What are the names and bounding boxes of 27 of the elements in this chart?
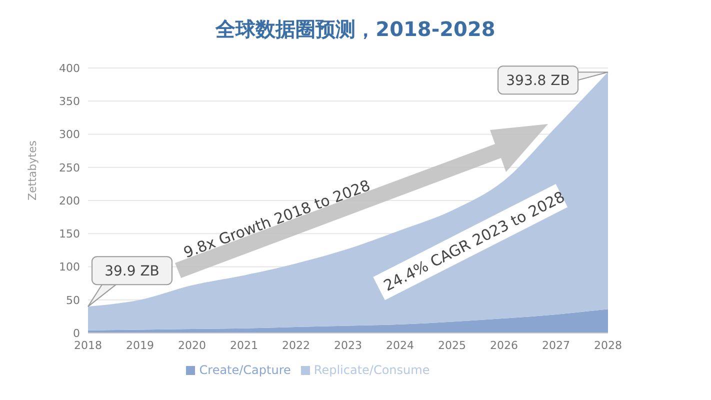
annotation: 39.9 ZB: [104, 264, 160, 280]
y-axis-title: Zettabytes: [26, 140, 39, 200]
x-tick-label: 2018: [74, 338, 102, 352]
y-tick-label: 100: [59, 260, 80, 274]
legend-label: Create/Capture: [199, 363, 291, 377]
x-tick-label: 2021: [230, 338, 258, 352]
x-tick-label: 2023: [334, 338, 362, 352]
y-tick-label: 200: [59, 194, 80, 208]
y-tick-label: 250: [59, 161, 80, 174]
x-tick-label: 2024: [386, 338, 414, 352]
y-tick-label: 300: [59, 128, 80, 142]
chart-title: 全球数据圈预测，2018-2028: [214, 16, 496, 43]
y-tick-label: 150: [59, 228, 80, 241]
x-tick-label: 2019: [126, 338, 154, 352]
annotation: 393.8 ZB: [506, 73, 570, 90]
y-tick-label: 400: [59, 62, 80, 75]
x-tick-label: 2028: [594, 338, 622, 352]
y-tick-label: 0: [73, 326, 80, 340]
annotation: 9.8x Growth 2018 to 2028: [181, 176, 373, 262]
x-tick-label: 2020: [178, 338, 206, 352]
x-tick-label: 2026: [490, 338, 518, 352]
y-tick-label: 350: [59, 95, 80, 108]
x-tick-label: 2025: [438, 338, 466, 352]
legend-label: Replicate/Consume: [314, 363, 430, 377]
y-tick-label: 50: [66, 294, 80, 307]
x-tick-label: 2027: [542, 338, 570, 352]
x-tick-label: 2022: [282, 338, 310, 352]
